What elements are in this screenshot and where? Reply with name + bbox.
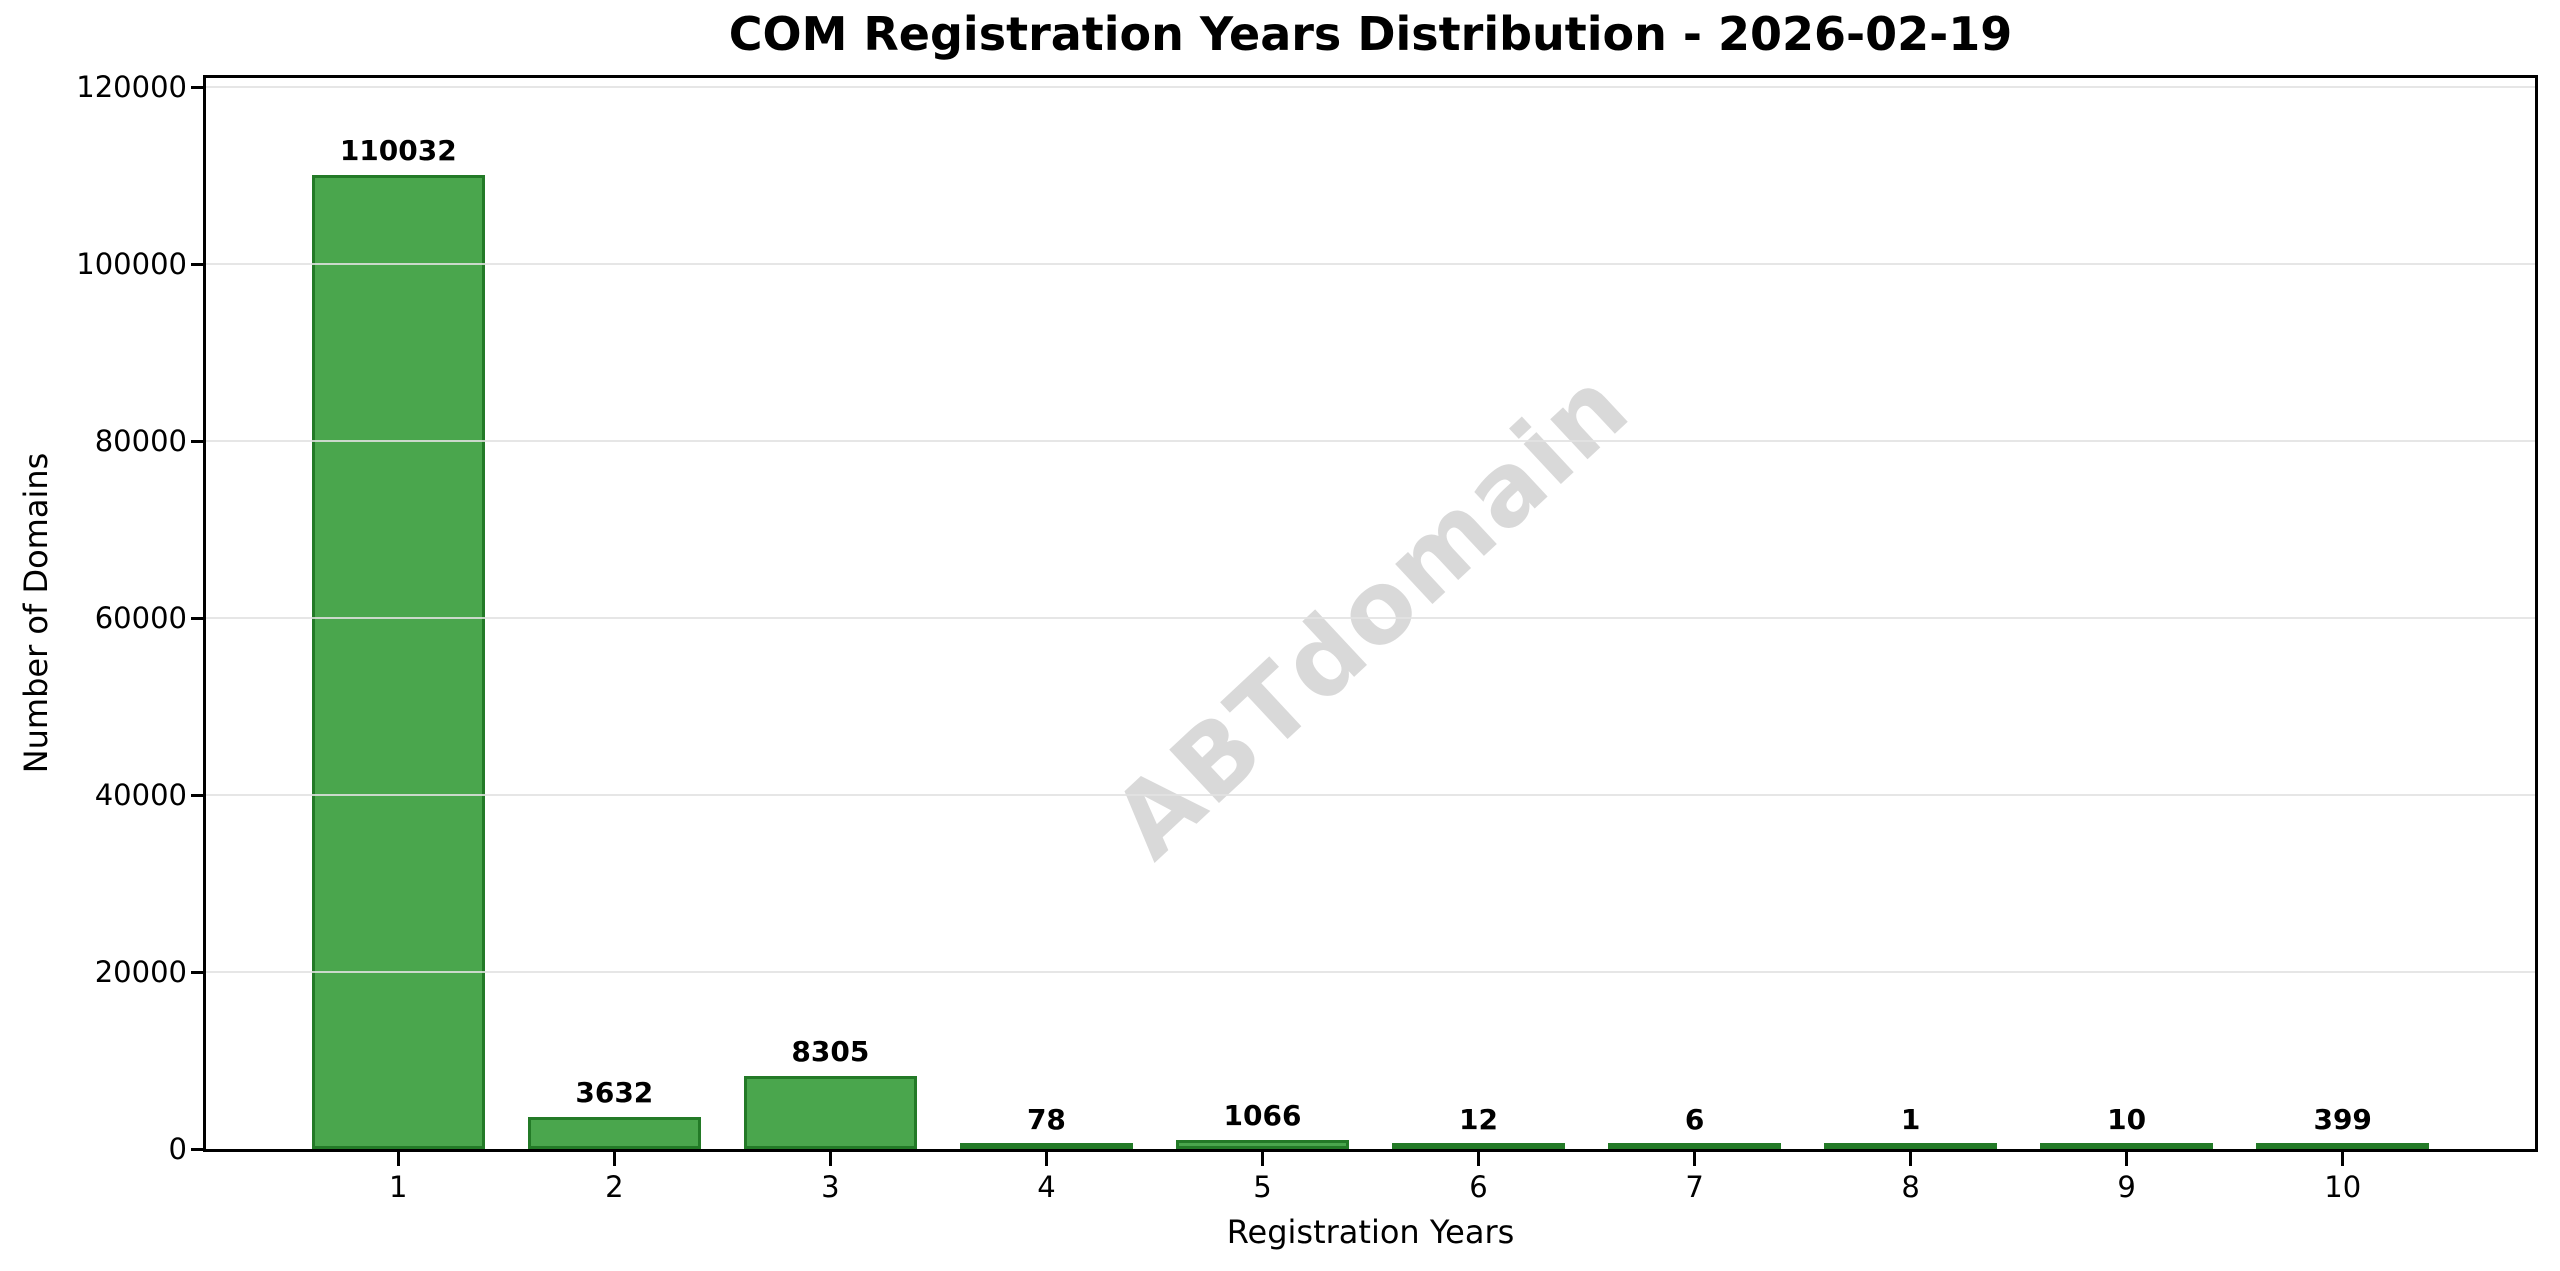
y-tick-label: 120000 [76,70,187,105]
x-tick-label: 6 [1469,1170,1488,1204]
x-tick-mark [1909,1152,1913,1166]
bar-value-label: 1066 [1223,1098,1302,1132]
x-tick-mark [1260,1152,1264,1166]
x-tick-label: 10 [2324,1170,2362,1204]
bar [527,1116,701,1149]
y-tick-mark [191,85,203,89]
y-tick-mark [191,1147,203,1151]
x-tick-label: 2 [605,1170,624,1204]
x-axis-label: Registration Years [1226,1213,1515,1251]
x-tick-label: 1 [389,1170,408,1204]
gridline [206,440,2535,443]
bar-value-label: 12 [1459,1103,1498,1136]
watermark: ABTdomain [1090,346,1651,881]
bar-value-label: 110032 [339,134,457,168]
y-tick-mark [191,793,203,797]
bar [1608,1143,1781,1149]
y-tick-mark [191,616,203,620]
x-tick-label: 3 [821,1170,840,1204]
x-tick-mark [2341,1152,2345,1166]
gridline [206,86,2535,89]
x-tick-label: 5 [1253,1170,1272,1204]
x-tick-mark [828,1152,832,1166]
bar-value-label: 78 [1026,1103,1066,1136]
bar [311,175,485,1149]
bar-value-label: 1 [1900,1103,1921,1136]
bar [743,1075,917,1149]
gridline [206,617,2535,620]
y-tick-label: 100000 [76,247,187,282]
bar [1824,1143,1998,1149]
bar-value-label: 3632 [575,1075,654,1109]
x-tick-label: 7 [1685,1170,1704,1204]
bar-value-label: 8305 [791,1034,870,1068]
bar [2040,1143,2214,1149]
bar [2256,1143,2430,1149]
bar-value-label: 399 [2313,1103,2372,1136]
x-tick-mark [1477,1152,1481,1166]
chart-title: COM Registration Years Distribution - 20… [728,7,2013,61]
bar [1392,1143,1565,1149]
bar [1176,1139,1349,1149]
bar [960,1143,1133,1149]
y-tick-label: 20000 [94,955,187,990]
gridline [206,971,2535,974]
bar-value-label: 6 [1684,1103,1705,1136]
x-tick-mark [612,1152,616,1166]
y-tick-mark [191,970,203,974]
y-tick-label: 60000 [94,601,187,636]
y-tick-label: 40000 [94,778,187,813]
x-tick-mark [396,1152,400,1166]
y-tick-label: 0 [168,1132,187,1166]
x-tick-label: 9 [2117,1170,2136,1204]
x-tick-mark [2125,1152,2129,1166]
x-tick-mark [1693,1152,1697,1166]
gridline [206,263,2535,266]
bar-value-label: 10 [2107,1103,2147,1136]
y-tick-mark [191,439,203,443]
plot-area: ABTdomain [203,75,2538,1152]
y-tick-mark [191,262,203,266]
gridline [206,794,2535,797]
x-tick-label: 8 [1901,1170,1920,1204]
x-tick-mark [1044,1152,1048,1166]
y-tick-label: 80000 [94,424,187,459]
x-tick-label: 4 [1037,1170,1056,1204]
